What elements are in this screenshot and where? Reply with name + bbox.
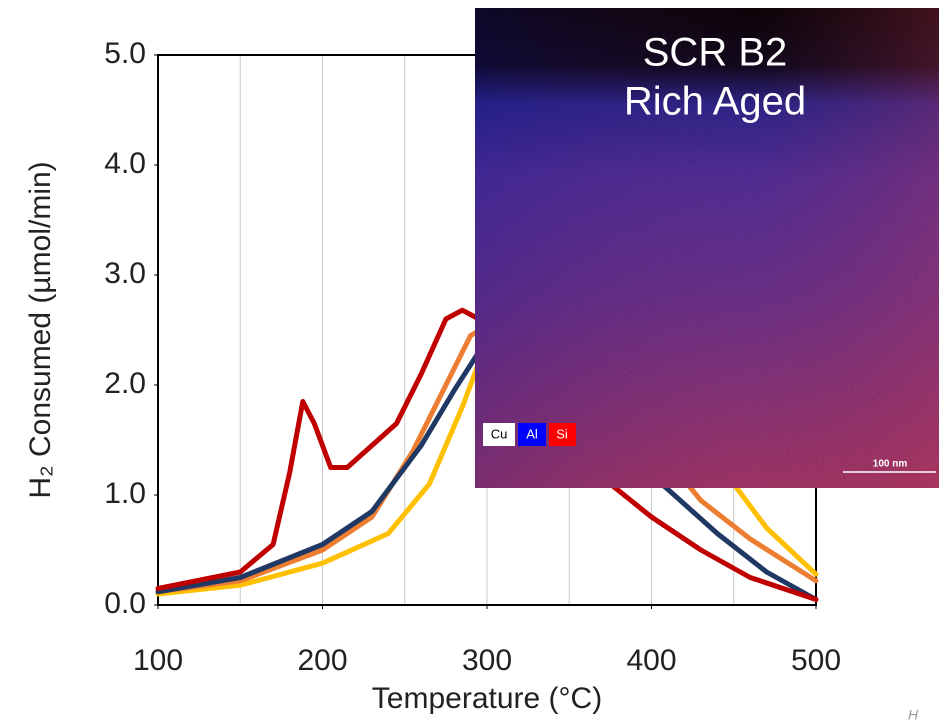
legend-label: Si — [556, 426, 568, 441]
y-tick-label: 5.0 — [104, 37, 146, 70]
y-tick-label: 2.0 — [104, 367, 146, 400]
y-tick-label: 3.0 — [104, 257, 146, 290]
overlay-title: Rich Aged — [624, 80, 806, 124]
y-tick-label: 0.0 — [104, 587, 146, 620]
scale-bar-label: 100 nm — [873, 459, 908, 470]
legend-swatch — [483, 423, 515, 446]
x-tick-label: 200 — [297, 644, 347, 677]
series-line — [155, 307, 819, 602]
x-axis-title: Temperature (°C) — [372, 682, 602, 715]
series-line — [155, 305, 819, 595]
x-tick-label: 100 — [133, 644, 183, 677]
legend-label: Cu — [491, 426, 508, 441]
x-tick-label: 500 — [791, 644, 841, 677]
legend-swatch — [518, 423, 546, 446]
corner-text: H — [908, 707, 919, 723]
x-tick-label: 300 — [462, 644, 512, 677]
legend-label: Al — [526, 426, 538, 441]
y-axis-title: H₂ Consumed (µmol/min) — [24, 161, 57, 498]
tem-noise — [475, 8, 939, 488]
y-tick-label: 1.0 — [104, 477, 146, 510]
overlay-title: SCR B2 — [643, 31, 788, 75]
y-tick-label: 4.0 — [104, 147, 146, 180]
x-tick-label: 400 — [626, 644, 676, 677]
legend-swatch — [549, 423, 576, 446]
overlay-image: SCR B2 Rich Aged Cu Al Si 100 nm — [475, 8, 939, 488]
